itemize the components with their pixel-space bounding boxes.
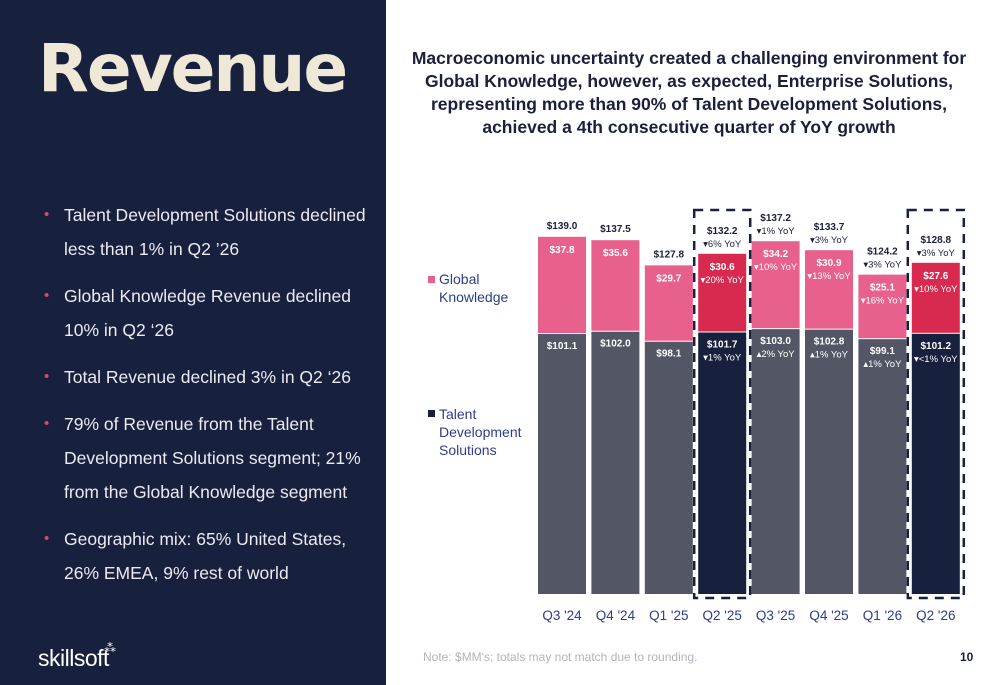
bar-total-yoy: ▾3% YoY [863,260,902,271]
bar-global-knowledge [591,240,640,331]
bar-yoy-talent-development: ▴1% YoY [863,359,902,370]
bar-talent-development [858,339,907,594]
legend-swatch-talent-development [428,410,435,417]
bar-total-yoy: ▾3% YoY [917,248,956,259]
bar-label-talent-development: $101.2 [921,341,952,352]
bar-global-knowledge [911,262,960,333]
bar-total-yoy: ▾3% YoY [810,235,849,246]
bullet-item: Total Revenue declined 3% in Q2 ‘26 [44,360,374,394]
bar-label-global-knowledge: $37.8 [549,245,574,256]
bullet-list: Talent Development Solutions declined le… [44,198,374,603]
bar-label-global-knowledge: $25.1 [870,283,895,294]
bar-yoy-global-knowledge: ▾16% YoY [861,296,905,307]
x-tick-label: Q4 '25 [809,608,848,623]
bar-talent-development [538,334,586,594]
bar-talent-development [805,329,853,594]
bar-label-talent-development: $102.0 [600,339,631,350]
bar-talent-development [644,341,693,594]
bar-label-talent-development: $98.1 [656,349,681,360]
bar-total-label: $137.5 [600,224,631,235]
x-tick-label: Q3 '24 [542,608,582,623]
highlight-box [692,208,752,600]
legend-label-talent-development: Talent Development Solutions [439,406,522,458]
highlight-box [906,208,966,600]
bar-yoy-global-knowledge: ▾20% YoY [701,275,745,286]
bar-total-label: $124.2 [867,247,898,258]
bar-label-global-knowledge: $30.6 [710,262,735,273]
bar-label-talent-development: $103.0 [760,336,791,347]
bar-label-global-knowledge: $30.9 [816,258,841,269]
bar-yoy-talent-development: ▾<1% YoY [914,354,958,365]
bar-global-knowledge [644,265,693,341]
bar-total-label: $132.2 [707,226,738,237]
bullet-item: 79% of Revenue from the Talent Developme… [44,407,374,509]
bar-global-knowledge [698,253,747,332]
x-tick-label: Q2 '25 [703,608,742,623]
bar-total-yoy: ▾6% YoY [703,239,742,250]
footnote: Note: $MM's; totals may not match due to… [423,650,698,664]
bullet-item: Geographic mix: 65% United States, 26% E… [44,522,374,590]
legend-label-global-knowledge: Global Knowledge [439,271,509,305]
x-tick-label: Q4 '24 [596,608,636,623]
bar-label-talent-development: $101.7 [707,339,738,350]
bar-label-global-knowledge: $35.6 [603,248,628,259]
bar-yoy-talent-development: ▾1% YoY [703,352,742,363]
x-tick-label: Q3 '25 [756,608,795,623]
bar-label-global-knowledge: $29.7 [656,273,681,284]
x-tick-label: Q1 '26 [863,608,902,623]
slide-title: Revenue [38,30,348,107]
logo-mark-icon: ⁂ [104,641,116,655]
bar-label-global-knowledge: $34.2 [763,249,788,260]
bar-label-global-knowledge: $27.6 [923,271,948,282]
chart-headline: Macroeconomic uncertainty created a chal… [411,48,967,137]
bar-yoy-global-knowledge: ▾13% YoY [807,271,851,282]
legend-swatch-global-knowledge [428,276,435,283]
bar-yoy-global-knowledge: ▾10% YoY [914,284,958,295]
bar-label-talent-development: $101.1 [547,341,578,352]
page-number: 10 [960,650,974,664]
bar-total-label: $139.0 [547,221,578,232]
bar-global-knowledge [805,250,853,329]
bullet-item: Global Knowledge Revenue declined 10% in… [44,279,374,347]
bar-label-talent-development: $102.8 [814,337,845,348]
bar-total-label: $128.8 [921,235,952,246]
bar-talent-development [911,333,960,594]
bar-talent-development [698,332,747,594]
bar-total-label: $137.2 [760,213,791,224]
bar-yoy-talent-development: ▴2% YoY [757,349,796,360]
bar-global-knowledge [858,274,907,339]
bar-total-label: $133.7 [814,222,845,233]
bar-global-knowledge [538,236,586,334]
bar-talent-development [591,331,640,594]
x-tick-label: Q1 '25 [649,608,688,623]
bar-total-label: $127.8 [654,249,685,260]
bar-yoy-talent-development: ▴1% YoY [810,350,849,361]
bar-global-knowledge [751,241,800,329]
bar-total-yoy: ▾1% YoY [757,226,796,237]
skillsoft-logo: skillsoft [38,645,109,671]
x-tick-label: Q2 '26 [916,608,955,623]
bar-yoy-global-knowledge: ▾10% YoY [754,262,798,273]
bar-talent-development [751,329,800,594]
bar-label-talent-development: $99.1 [870,346,895,357]
bullet-item: Talent Development Solutions declined le… [44,198,374,266]
